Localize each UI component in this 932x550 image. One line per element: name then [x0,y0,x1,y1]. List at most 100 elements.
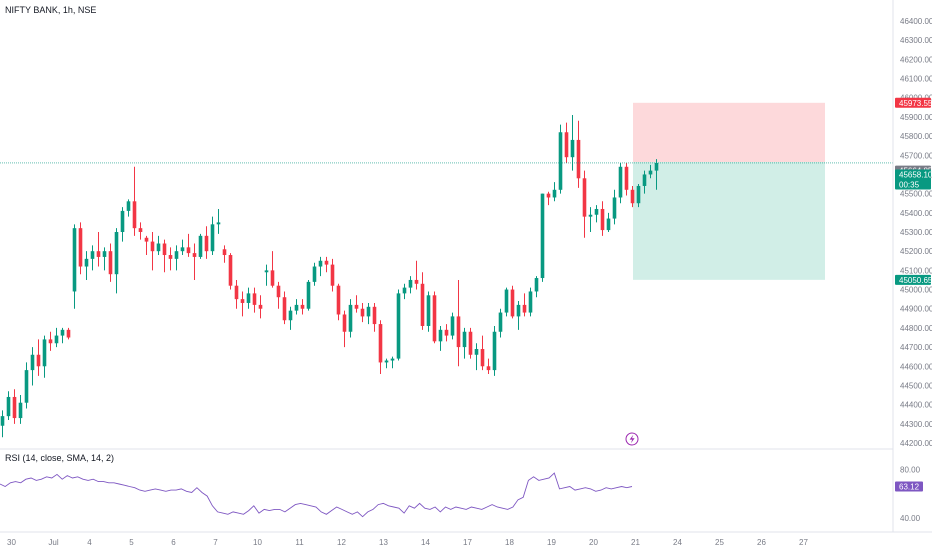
candle [324,256,329,273]
candle [342,310,347,348]
rsi-pane [0,472,633,518]
rsi-axis[interactable]: 80.00 40.00 63.12 [895,466,923,523]
candle-body [78,228,83,267]
candle [294,299,299,315]
candle [576,120,581,188]
time-tick-label: 7 [213,538,218,547]
candle [558,124,563,194]
candle [42,335,47,378]
take-profit-zone [633,162,825,280]
candle [300,299,305,315]
candle [372,302,377,332]
candle-body [288,310,293,321]
candle-body [300,304,305,309]
candle [162,239,167,273]
candle [432,291,437,344]
candle-body [102,251,107,257]
price-axis[interactable]: 46400.0046300.0046200.0046100.0046000.00… [900,17,932,448]
time-tick-label: 10 [253,538,262,547]
candle [192,243,197,280]
candle-body [354,304,359,309]
stop-price-tag-label: 45973.55 [899,99,932,108]
candle [516,301,521,330]
candle-body [456,316,461,348]
candle [504,287,509,317]
price-tick-label: 45700.00 [900,151,932,160]
candle-body [198,235,203,257]
time-tick-label: 6 [171,538,176,547]
candle-body [420,283,425,326]
time-tick-label: 5 [129,538,134,547]
candle [618,162,623,204]
candle [96,232,101,267]
candle-body [492,331,497,371]
candle [498,308,503,338]
candle-body [336,285,341,315]
candle-body [612,197,617,219]
candle-body [480,349,485,367]
candle [348,299,353,338]
candle-body [552,189,557,198]
time-tick-label: 24 [673,538,682,547]
candle [72,224,77,309]
candle-body [96,251,101,257]
target-price-tag [895,274,931,285]
candle-body [522,304,527,313]
candle [210,216,215,256]
candle-body [432,295,437,342]
candle-body [630,189,635,204]
candle [474,343,479,371]
candle [246,287,251,309]
candle-body [384,360,389,363]
candle-body [12,396,17,419]
position-zones[interactable] [633,102,825,280]
candle-body [588,214,593,217]
candle-body [174,251,179,259]
time-tick-label: 13 [379,538,388,547]
price-tick-label: 44800.00 [900,324,932,333]
candle-body [270,270,275,286]
candle-body [156,243,161,252]
candle [198,233,203,259]
time-tick-label: 30 [7,538,16,547]
candle [648,164,653,179]
candle-body [168,255,173,259]
candle-body [576,139,581,179]
candle [588,207,593,232]
candle-body [390,358,395,361]
stop-loss-zone [633,102,825,163]
candle-body [510,289,515,317]
candle [48,331,53,351]
candle-body [144,237,149,242]
candle [66,327,71,340]
candle [120,207,125,242]
lightning-icon [629,434,635,444]
candle-body [474,349,479,355]
rsi-title[interactable]: RSI (14, close, SMA, 14, 2) [5,453,115,463]
symbol-title[interactable]: NIFTY BANK, 1h, NSE [5,5,97,15]
candle [36,339,41,376]
candle [216,208,221,234]
candle [264,264,269,286]
replay-lightning-icon[interactable] [625,432,639,446]
price-tick-label: 45100.00 [900,266,932,275]
candle [180,239,185,256]
candle [360,302,365,323]
candle-body [66,329,71,338]
candle [90,245,95,271]
candle-body [18,402,23,419]
candle [540,193,545,282]
candle [378,320,383,374]
time-tick-label: 25 [715,538,724,547]
candle-body [114,232,119,275]
time-axis[interactable]: 30 Jul 4 5 6 7 10 11 12 13 14 17 18 19 20 21 24 25 26 27 [7,538,808,547]
candle [108,243,113,282]
candle [642,170,647,194]
candle-body [486,366,491,371]
candle-body [276,285,281,298]
candle-body [72,228,77,292]
candle [240,291,245,317]
candle-body [204,235,209,252]
candle-body [534,278,539,292]
